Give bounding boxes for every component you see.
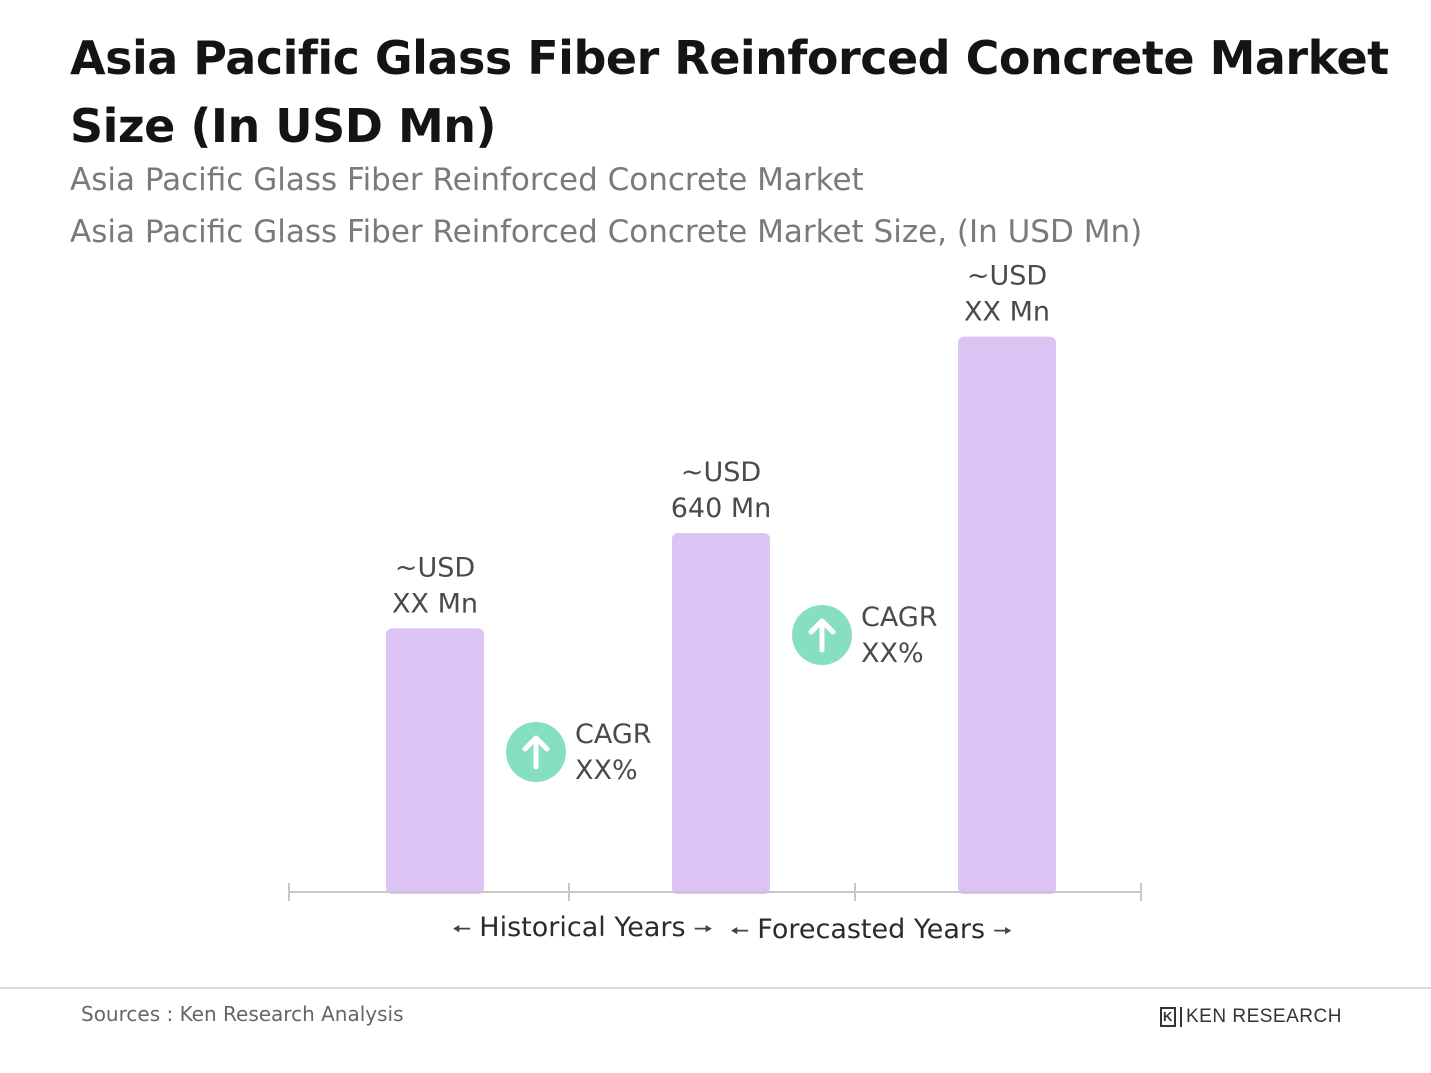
logo-separator: [1180, 1007, 1182, 1027]
bar-value-label: XX Mn: [392, 588, 478, 619]
chart-title: Asia Pacific Glass Fiber Reinforced Conc…: [70, 31, 1389, 153]
cagr-label: XX%: [575, 755, 638, 786]
arrow-right-icon: 🠖: [693, 917, 713, 942]
bar-value-label: XX Mn: [964, 297, 1050, 328]
forecasted-years-label: Forecasted Years: [757, 914, 986, 945]
cagr-label: CAGR: [861, 602, 938, 633]
bar-2: [672, 532, 770, 894]
arrow-up-glyph: [808, 618, 836, 653]
logo-text: KEN RESEARCH: [1186, 1006, 1342, 1027]
ken-research-logo: K KEN RESEARCH: [1160, 1006, 1342, 1028]
cagr-label: XX%: [861, 638, 924, 669]
bar-value-label: ~USD: [967, 261, 1047, 292]
footer-divider: [0, 987, 1431, 989]
arrow-left-icon: 🠔: [730, 919, 750, 944]
arrow-left-icon: 🠔: [452, 917, 472, 942]
bar-value-label: 640 Mn: [671, 493, 772, 524]
bar-value-label: ~USD: [395, 552, 475, 583]
bar-value-label: ~USD: [681, 457, 761, 488]
logo-mark: K: [1160, 1007, 1176, 1027]
arrow-right-icon: 🠖: [993, 919, 1013, 944]
forecasted-years-legend: 🠔 Forecasted Years 🠖: [730, 914, 1012, 952]
arrow-up-glyph: [522, 735, 550, 770]
historical-years-legend: 🠔 Historical Years 🠖: [452, 912, 713, 950]
source-note: Sources : Ken Research Analysis: [81, 1002, 404, 1026]
cagr-annotation: CAGR XX%: [792, 602, 938, 669]
chart-subtitle-units: Asia Pacific Glass Fiber Reinforced Conc…: [70, 214, 1143, 250]
cagr-annotation: CAGR XX%: [506, 719, 652, 786]
chart-subtitle: Asia Pacific Glass Fiber Reinforced Conc…: [70, 162, 864, 198]
bar-1: [386, 628, 484, 894]
historical-years-label: Historical Years: [479, 912, 686, 943]
bar-3: [958, 336, 1056, 894]
cagr-label: CAGR: [575, 719, 652, 750]
